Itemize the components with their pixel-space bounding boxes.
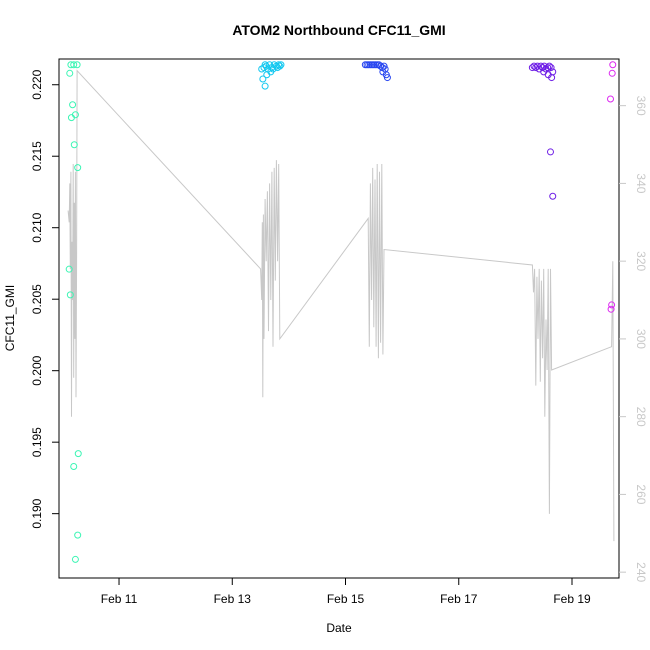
point-0-3 — [66, 69, 74, 77]
y2-tick-label-0: 240 — [634, 562, 648, 582]
chart-title: ATOM2 Northbound CFC11_GMI — [232, 22, 445, 38]
point-0-11 — [74, 450, 82, 458]
plot-frame — [58, 58, 620, 579]
y-tick-label-5: 0.215 — [30, 141, 44, 171]
point-1-14 — [269, 65, 277, 73]
plot-area: Feb 11 Feb 13 Feb 15 Feb 17 Feb 19 0.190 0.195… — [30, 58, 648, 606]
y2-tick-label-6: 360 — [634, 96, 648, 116]
y2-tick-label-2: 280 — [634, 407, 648, 427]
point-3-5 — [537, 62, 545, 70]
point-3-6 — [539, 64, 547, 72]
point-0-14 — [71, 555, 79, 563]
point-4-0 — [609, 61, 617, 69]
point-0-7 — [70, 141, 78, 149]
point-3-15 — [548, 74, 556, 82]
y2-tick-label-5: 340 — [634, 173, 648, 193]
point-3-0 — [528, 64, 536, 72]
point-0-12 — [70, 462, 78, 470]
point-1-16 — [261, 82, 269, 90]
x-axis-label: Date — [326, 621, 352, 635]
x-tick-label-4: Feb 19 — [553, 592, 591, 606]
point-3-10 — [545, 62, 553, 70]
point-0-6 — [67, 114, 75, 122]
point-1-11 — [259, 75, 267, 83]
y-tick-label-1: 0.195 — [30, 427, 44, 457]
point-3-16 — [546, 148, 554, 156]
point-4-3 — [608, 301, 616, 309]
point-0-1 — [70, 61, 78, 69]
y-axis-label: CFC11_GMI — [3, 285, 17, 351]
point-0-13 — [74, 531, 82, 539]
point-3-11 — [547, 64, 555, 72]
point-0-2 — [73, 61, 81, 69]
y-tick-label-0: 0.190 — [30, 498, 44, 528]
point-0-9 — [65, 265, 73, 273]
y2-tick-label-3: 300 — [634, 329, 648, 349]
x-tick-label-2: Feb 15 — [327, 592, 365, 606]
x-tick-label-0: Feb 11 — [101, 592, 138, 606]
point-3-1 — [530, 62, 538, 70]
x-tick-label-3: Feb 17 — [440, 592, 478, 606]
x-tick-label-1: Feb 13 — [214, 592, 252, 606]
y2-tick-label-4: 320 — [634, 251, 648, 271]
point-3-2 — [532, 64, 540, 72]
y-tick-label-6: 0.220 — [30, 69, 44, 99]
point-2-15 — [383, 74, 391, 82]
point-1-17 — [276, 62, 284, 70]
line-series-0 — [67, 69, 615, 542]
point-4-4 — [607, 305, 615, 313]
y-tick-label-3: 0.205 — [30, 284, 44, 314]
point-3-17 — [549, 192, 557, 200]
y2-tick-label-1: 260 — [634, 484, 648, 504]
y-tick-label-4: 0.210 — [30, 212, 44, 242]
point-0-8 — [74, 164, 82, 172]
point-0-10 — [66, 291, 74, 299]
point-3-9 — [544, 64, 552, 72]
y-tick-label-2: 0.200 — [30, 355, 44, 385]
point-4-1 — [608, 69, 616, 77]
point-4-2 — [607, 95, 615, 103]
point-0-4 — [69, 101, 77, 109]
